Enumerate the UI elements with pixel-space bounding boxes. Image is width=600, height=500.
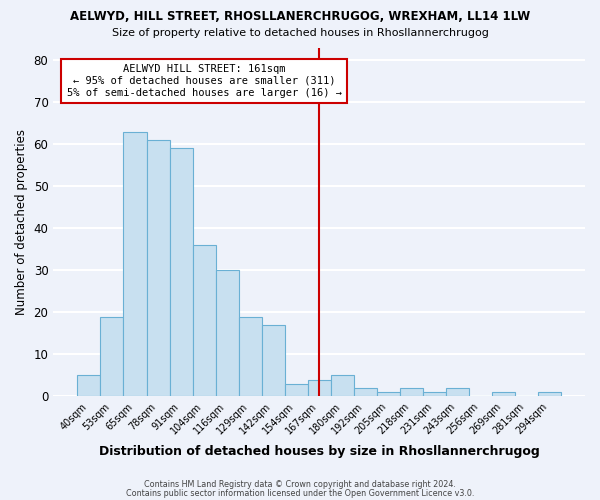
- Bar: [77, 376, 100, 396]
- Bar: [124, 132, 146, 396]
- Text: Size of property relative to detached houses in Rhosllannerchrugog: Size of property relative to detached ho…: [112, 28, 488, 38]
- Bar: [353, 388, 377, 396]
- Bar: [400, 388, 423, 396]
- Bar: [170, 148, 193, 396]
- Bar: [492, 392, 515, 396]
- Bar: [331, 376, 353, 396]
- Text: AELWYD HILL STREET: 161sqm
← 95% of detached houses are smaller (311)
5% of semi: AELWYD HILL STREET: 161sqm ← 95% of deta…: [67, 64, 341, 98]
- Bar: [100, 316, 124, 396]
- Y-axis label: Number of detached properties: Number of detached properties: [15, 129, 28, 315]
- Bar: [262, 325, 284, 396]
- Text: AELWYD, HILL STREET, RHOSLLANERCHRUGOG, WREXHAM, LL14 1LW: AELWYD, HILL STREET, RHOSLLANERCHRUGOG, …: [70, 10, 530, 23]
- X-axis label: Distribution of detached houses by size in Rhosllannerchrugog: Distribution of detached houses by size …: [99, 444, 539, 458]
- Text: Contains public sector information licensed under the Open Government Licence v3: Contains public sector information licen…: [126, 488, 474, 498]
- Bar: [308, 380, 331, 396]
- Bar: [239, 316, 262, 396]
- Bar: [377, 392, 400, 396]
- Bar: [446, 388, 469, 396]
- Bar: [423, 392, 446, 396]
- Bar: [284, 384, 308, 396]
- Bar: [146, 140, 170, 396]
- Bar: [538, 392, 561, 396]
- Text: Contains HM Land Registry data © Crown copyright and database right 2024.: Contains HM Land Registry data © Crown c…: [144, 480, 456, 489]
- Bar: [215, 270, 239, 396]
- Bar: [193, 245, 215, 396]
